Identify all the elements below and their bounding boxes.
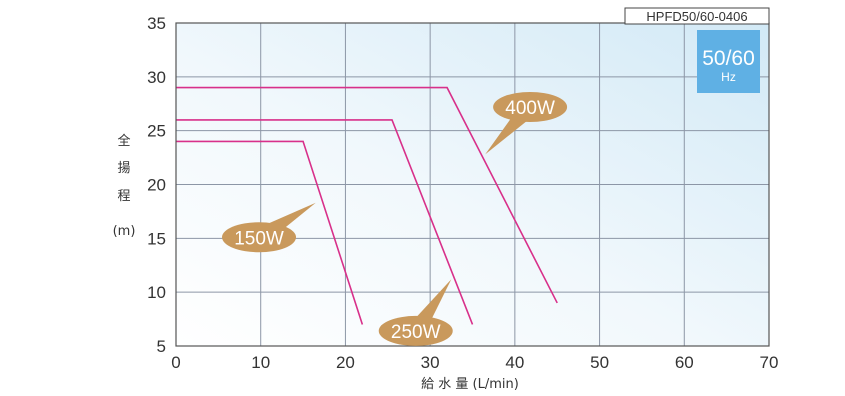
series-labels: 150W 250W 400W <box>222 91 568 346</box>
y-tick-label: 10 <box>147 283 166 302</box>
y-tick-label: 35 <box>147 14 166 33</box>
series-line-250w <box>176 119 474 325</box>
svg-text:400W: 400W <box>505 98 555 119</box>
svg-text:150W: 150W <box>234 228 284 249</box>
model-code: HPFD50/60-0406 <box>646 9 747 24</box>
series-label-400w: 400W <box>485 91 568 155</box>
x-tick-label: 10 <box>251 353 270 372</box>
series-lines <box>176 86 558 325</box>
y-tick-label: 20 <box>147 176 166 195</box>
frequency-badge-unit: Hz <box>721 70 736 84</box>
series-label-150w: 150W <box>222 202 316 253</box>
y-axis-title-char-1: 全 <box>117 133 130 149</box>
series-line-150w <box>176 140 364 325</box>
frequency-badge: 50/60 Hz <box>697 30 760 93</box>
x-tick-label: 20 <box>336 353 355 372</box>
y-tick-label: 25 <box>147 122 166 141</box>
y-tick-label: 30 <box>147 68 166 87</box>
x-axis-title: 給 水 量 (L/min) <box>421 377 519 392</box>
frequency-badge-value: 50/60 <box>702 47 755 70</box>
series-label-250w: 250W <box>378 279 453 346</box>
y-tick-label: 5 <box>157 337 166 356</box>
y-tick-label: 15 <box>147 229 166 248</box>
y-axis-title-char-2: 揚 <box>117 160 130 176</box>
y-axis-title-char-3: 程 <box>117 189 130 204</box>
svg-text:250W: 250W <box>391 322 441 343</box>
plot-frame <box>175 22 770 347</box>
model-code-box: HPFD50/60-0406 <box>624 7 770 25</box>
x-tick-label: 40 <box>505 353 524 372</box>
x-tick-label: 70 <box>760 353 779 372</box>
x-tick-label: 50 <box>590 353 609 372</box>
x-tick-label: 60 <box>675 353 694 372</box>
y-axis-title: 全 揚 程 (m) <box>113 133 136 239</box>
x-tick-label: 0 <box>171 353 180 372</box>
x-tick-label: 30 <box>421 353 440 372</box>
tick-labels: 0 10 20 30 40 50 60 70 5 10 15 20 25 30 35 <box>147 14 778 372</box>
series-line-400w <box>176 86 558 304</box>
y-axis-unit: (m) <box>113 224 136 239</box>
